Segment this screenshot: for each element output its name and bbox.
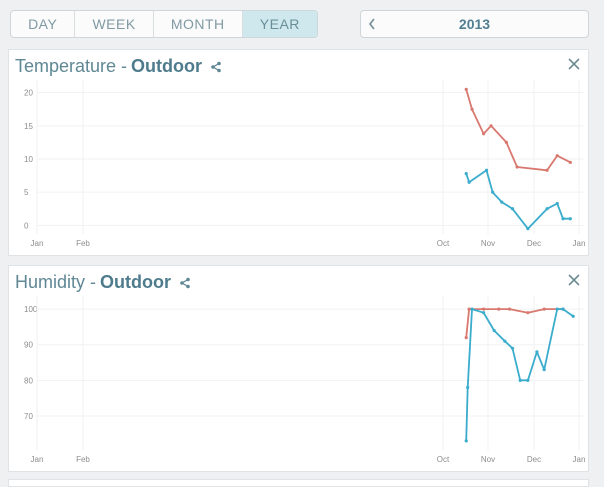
data-point: [503, 339, 507, 343]
data-point: [467, 307, 471, 311]
y-tick-label: 100: [24, 305, 38, 314]
y-tick-label: 20: [24, 89, 33, 98]
x-tick-label: Oct: [437, 239, 450, 248]
temperature-chart: 0 5 10 15 20 Jan Feb Oct Nov Dec Jan: [24, 80, 586, 248]
data-point: [482, 307, 486, 311]
data-point: [515, 165, 519, 169]
year-label: 2013: [458, 16, 491, 32]
series-line: [465, 89, 571, 172]
x-tick-label: Feb: [76, 239, 90, 248]
data-point: [464, 87, 468, 91]
share-icon[interactable]: [179, 277, 191, 289]
x-tick-label: Jan: [31, 239, 44, 248]
data-point: [489, 124, 493, 128]
x-tick-label: Dec: [527, 455, 541, 464]
y-tick-label: 90: [24, 341, 33, 350]
data-point: [555, 307, 559, 311]
data-point: [482, 132, 486, 136]
y-tick-label: 0: [24, 221, 29, 230]
data-point: [542, 368, 546, 372]
x-tick-label: Nov: [481, 455, 495, 464]
data-point: [484, 168, 489, 172]
data-point: [545, 168, 549, 172]
data-point: [545, 207, 549, 211]
x-tick-label: Oct: [437, 455, 450, 464]
data-point: [526, 378, 530, 382]
x-tick-label: Jan: [573, 239, 586, 248]
humidity-panel: Humidity - Outdoor 70 80 90 100 Jan Feb Oct Nov…: [8, 265, 589, 472]
series-line: [465, 308, 574, 441]
close-icon[interactable]: [566, 272, 582, 288]
data-point: [518, 378, 522, 382]
data-point: [561, 217, 565, 221]
tab-month[interactable]: MONTH: [154, 11, 243, 37]
period-selector: DAY WEEK MONTH YEAR: [10, 10, 318, 38]
x-tick-label: Feb: [76, 455, 90, 464]
data-point: [497, 307, 501, 311]
data-point: [466, 385, 470, 390]
data-point: [571, 314, 575, 318]
x-tick-label: Jan: [573, 455, 586, 464]
y-tick-label: 10: [24, 155, 33, 164]
data-point: [568, 217, 572, 221]
y-tick-label: 5: [24, 188, 29, 197]
series-line: [465, 169, 571, 230]
data-point: [482, 311, 486, 315]
tab-week[interactable]: WEEK: [75, 11, 154, 37]
data-point: [555, 201, 559, 206]
humidity-chart: 70 80 90 100 Jan Feb Oct Nov Dec Jan: [24, 296, 586, 464]
data-point: [491, 190, 495, 194]
next-panel-edge: [8, 479, 589, 487]
chevron-left-icon[interactable]: [361, 11, 383, 37]
data-point: [555, 154, 559, 158]
location-label: Outdoor: [131, 56, 203, 76]
close-icon[interactable]: [566, 56, 582, 72]
series-line: [465, 308, 563, 338]
y-tick-label: 70: [24, 412, 33, 421]
data-point: [464, 439, 468, 443]
data-point: [510, 346, 515, 350]
data-point: [470, 107, 474, 111]
location-label: Outdoor: [100, 272, 171, 292]
share-icon[interactable]: [210, 61, 222, 73]
year-navigator: 2013: [360, 10, 589, 38]
y-tick-label: 80: [24, 376, 33, 385]
data-point: [470, 307, 474, 311]
data-point: [526, 311, 530, 315]
data-point: [510, 207, 515, 211]
panel-title-text: Temperature -: [15, 56, 128, 76]
y-tick-label: 15: [24, 122, 33, 131]
data-point: [492, 328, 496, 333]
data-point: [464, 336, 468, 340]
panel-title: Humidity - Outdoor: [15, 272, 191, 293]
data-point: [467, 180, 471, 184]
panel-title: Temperature - Outdoor: [15, 56, 222, 77]
data-point: [561, 307, 565, 311]
data-point: [526, 227, 530, 231]
top-toolbar: DAY WEEK MONTH YEAR 2013: [0, 0, 604, 44]
x-tick-label: Dec: [527, 239, 541, 248]
data-point: [568, 160, 572, 164]
data-point: [507, 307, 512, 311]
x-tick-label: Jan: [31, 455, 44, 464]
temperature-panel: Temperature - Outdoor 0 5 10 15 20 Jan Feb Oct N…: [8, 49, 589, 256]
tab-year[interactable]: YEAR: [242, 11, 317, 37]
tab-day[interactable]: DAY: [11, 11, 76, 37]
data-point: [464, 172, 468, 176]
x-tick-label: Nov: [481, 239, 495, 248]
data-point: [535, 350, 539, 354]
data-point: [542, 307, 546, 311]
data-point: [504, 140, 508, 145]
panel-title-text: Humidity -: [15, 272, 97, 292]
data-point: [500, 200, 504, 204]
